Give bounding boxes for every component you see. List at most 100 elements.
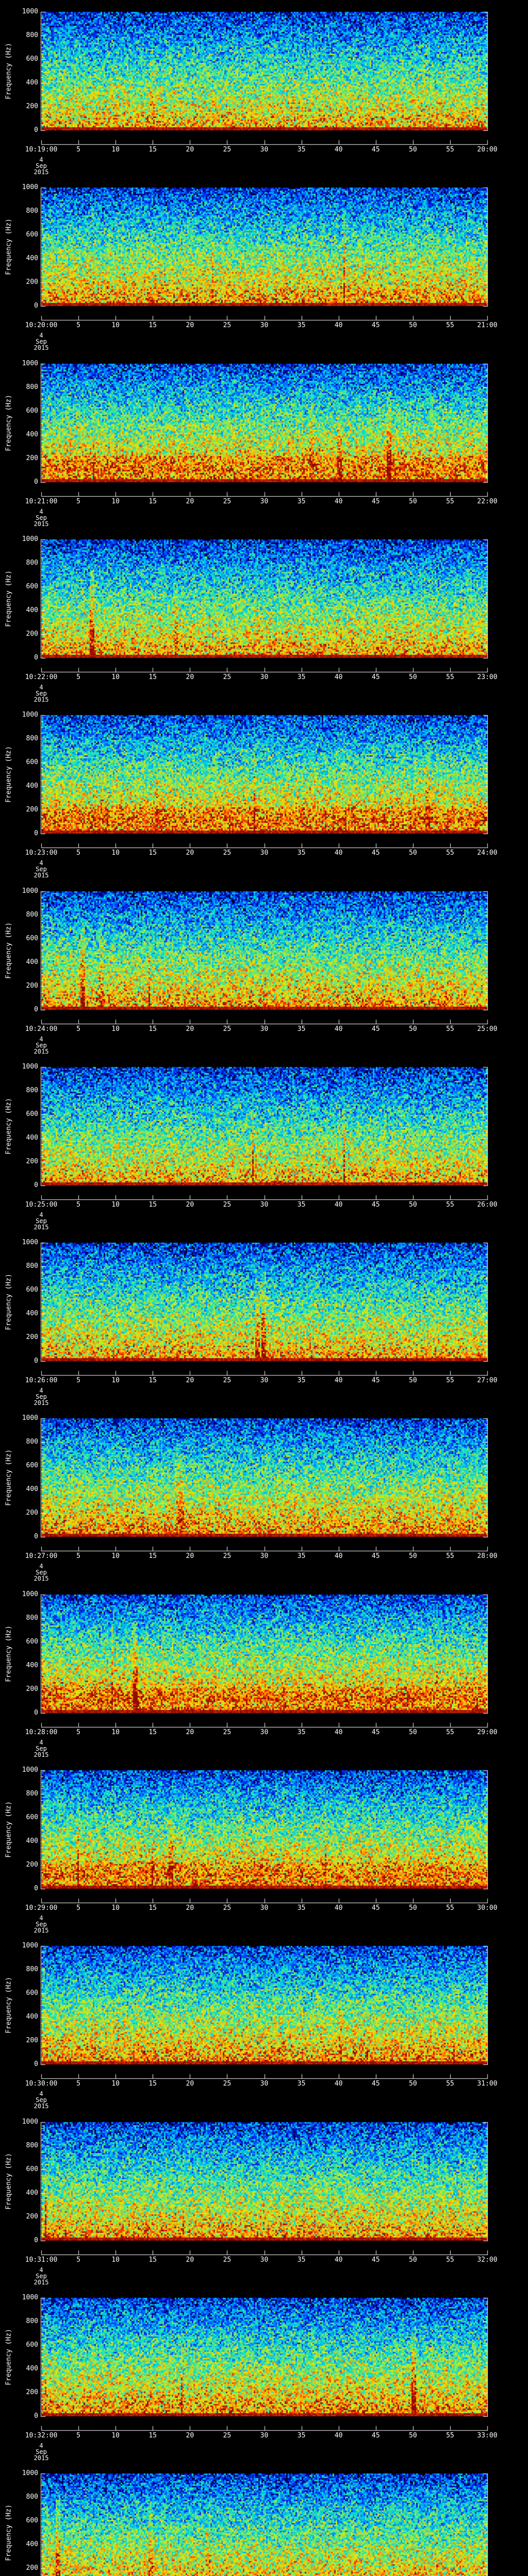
x-axis-date: 4 Sep 2015 (34, 2443, 49, 2461)
x-tick-label: 20 (186, 1025, 194, 1033)
x-tick-label: 40 (334, 1201, 343, 1209)
x-tick-label: 25 (223, 1904, 232, 1912)
x-axis-date: 4 Sep 2015 (34, 1387, 49, 1406)
x-tick-label: 20 (186, 498, 194, 505)
spectrogram-panel: Frequency (Hz) 0 200 400 600 800 1000 5 10 15 20… (0, 1231, 528, 1407)
spectrogram-canvas (0, 176, 528, 352)
date-line: 2015 (34, 1048, 49, 1055)
x-tick-label: 25 (223, 849, 232, 857)
y-axis-label: Frequency (Hz) (5, 218, 13, 275)
date-line: 4 (39, 332, 43, 339)
x-tick-label: 30 (260, 1728, 269, 1736)
y-tick-label: 0 (34, 2236, 38, 2244)
x-tick-label: 45 (371, 1728, 380, 1736)
y-tick-label: 800 (26, 2493, 38, 2501)
y-tick-label: 0 (34, 1533, 38, 1540)
y-tick-label: 600 (26, 1110, 38, 1118)
y-tick-label: 400 (26, 79, 38, 87)
x-axis-end-time: 28:00 (477, 1552, 498, 1560)
spectrogram-canvas (0, 1758, 528, 1935)
x-axis-start-time: 10:20:00 (25, 321, 58, 329)
x-tick-label: 55 (446, 2256, 454, 2264)
x-tick-label: 10 (111, 321, 120, 329)
x-tick-label: 30 (260, 1201, 269, 1209)
y-axis-label: Frequency (Hz) (5, 1449, 13, 1506)
x-tick-label: 10 (111, 673, 120, 681)
x-tick-label: 45 (371, 849, 380, 857)
x-tick-label: 30 (260, 1904, 269, 1912)
x-tick-label: 25 (223, 2256, 232, 2264)
x-tick-label: 45 (371, 1552, 380, 1560)
spectrogram-panel: Frequency (Hz) 0 200 400 600 800 1000 5 10 15 20… (0, 2286, 528, 2462)
y-tick-label: 800 (26, 1790, 38, 1798)
x-tick-label: 20 (186, 321, 194, 329)
x-tick-label: 20 (186, 1201, 194, 1209)
x-tick-label: 25 (223, 498, 232, 505)
y-tick-label: 0 (34, 126, 38, 134)
y-tick-label: 200 (26, 2388, 38, 2396)
spectrogram-panel: Frequency (Hz) 0 200 400 600 800 1000 5 10 15 20… (0, 176, 528, 352)
x-tick-label: 40 (334, 1728, 343, 1736)
x-tick-label: 50 (409, 1904, 417, 1912)
x-axis-start-time: 10:19:00 (25, 146, 58, 154)
x-tick-label: 30 (260, 1377, 269, 1384)
spectrogram-panel: Frequency (Hz) 0 200 400 600 800 1000 5 10 15 20… (0, 352, 528, 528)
y-tick-label: 1000 (22, 887, 38, 895)
y-axis-label: Frequency (Hz) (5, 2329, 13, 2385)
y-tick-label: 1000 (22, 8, 38, 15)
y-tick-label: 0 (34, 1709, 38, 1717)
y-tick-label: 0 (34, 478, 38, 486)
y-tick-label: 200 (26, 454, 38, 462)
x-tick-label: 55 (446, 1728, 454, 1736)
y-tick-label: 200 (26, 1158, 38, 1165)
date-line: 2015 (34, 2103, 49, 2110)
x-tick-label: 55 (446, 1552, 454, 1560)
x-tick-label: 50 (409, 2256, 417, 2264)
y-axis-label: Frequency (Hz) (5, 922, 13, 979)
x-tick-label: 40 (334, 1904, 343, 1912)
spectrogram-canvas (0, 703, 528, 879)
x-tick-label: 50 (409, 1728, 417, 1736)
x-tick-label: 30 (260, 673, 269, 681)
x-tick-label: 40 (334, 2256, 343, 2264)
date-line: 2015 (34, 1575, 49, 1582)
x-axis-start-time: 10:31:00 (25, 2256, 58, 2264)
x-tick-label: 25 (223, 2080, 232, 2088)
x-axis-start-time: 10:23:00 (25, 849, 58, 857)
date-line: Sep (36, 2273, 47, 2280)
x-tick-label: 5 (76, 498, 80, 505)
y-tick-label: 1000 (22, 535, 38, 543)
y-axis-label: Frequency (Hz) (5, 1098, 13, 1155)
x-tick-label: 30 (260, 2080, 269, 2088)
y-tick-label: 0 (34, 1181, 38, 1189)
y-axis-label: Frequency (Hz) (5, 570, 13, 627)
date-line: 4 (39, 2266, 43, 2274)
date-line: 2015 (34, 696, 49, 703)
x-tick-label: 50 (409, 849, 417, 857)
x-axis-start-time: 10:25:00 (25, 1201, 58, 1209)
x-axis-end-time: 26:00 (477, 1201, 498, 1209)
x-tick-label: 30 (260, 498, 269, 505)
x-tick-label: 55 (446, 1904, 454, 1912)
x-axis-end-time: 22:00 (477, 498, 498, 505)
x-axis-start-time: 10:22:00 (25, 673, 58, 681)
y-tick-label: 800 (26, 1965, 38, 1973)
spectrogram-canvas (0, 528, 528, 704)
spectrogram-panel: Frequency (Hz) 0 200 400 600 800 1000 5 10 15 20… (0, 528, 528, 704)
x-tick-label: 10 (111, 1201, 120, 1209)
date-line: Sep (36, 866, 47, 873)
x-tick-label: 15 (148, 146, 157, 154)
spectrogram-canvas (0, 2286, 528, 2462)
y-tick-label: 200 (26, 1509, 38, 1517)
x-tick-label: 25 (223, 1728, 232, 1736)
y-tick-label: 1000 (22, 1766, 38, 1774)
x-tick-label: 35 (297, 321, 306, 329)
x-axis-end-time: 25:00 (477, 1025, 498, 1033)
date-line: 4 (39, 1739, 43, 1746)
y-tick-label: 600 (26, 1638, 38, 1646)
date-line: 4 (39, 2442, 43, 2449)
y-tick-label: 400 (26, 782, 38, 790)
y-tick-label: 200 (26, 630, 38, 638)
y-tick-label: 1000 (22, 2294, 38, 2301)
